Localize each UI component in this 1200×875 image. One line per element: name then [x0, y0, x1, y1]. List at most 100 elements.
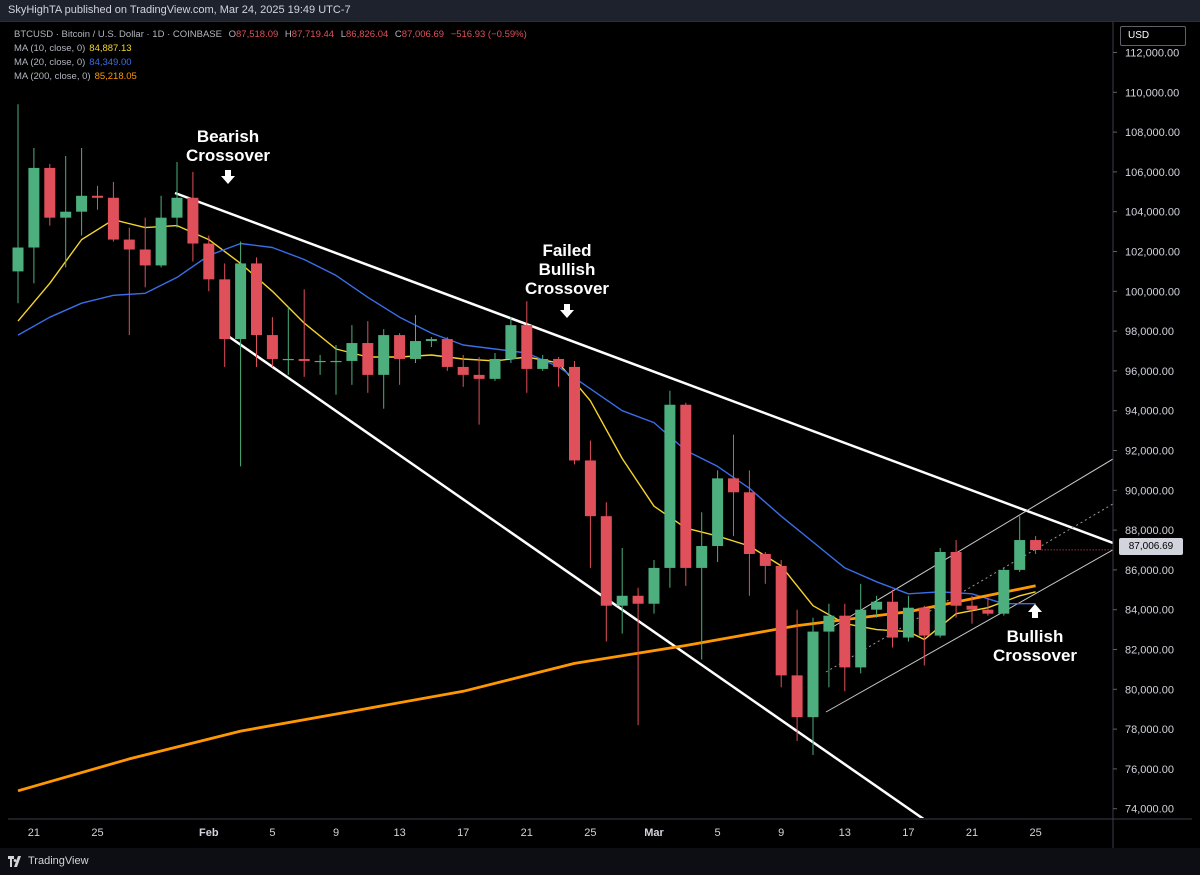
ma200-line — [17, 584, 1036, 793]
ma200-legend[interactable]: MA (200, close, 0) 85,218.05 — [14, 71, 141, 82]
bearish-crossover-label-line: Crossover — [186, 146, 270, 165]
candle-body — [584, 460, 596, 517]
candle — [728, 434, 739, 537]
candle — [282, 307, 294, 375]
candle — [696, 512, 708, 660]
candle-body — [616, 595, 628, 606]
candle — [887, 589, 898, 648]
candle — [902, 595, 914, 642]
candle — [266, 317, 278, 367]
currency-button[interactable]: USD — [1120, 26, 1186, 46]
ma20-label: MA (20, close, 0) — [14, 57, 86, 68]
brand-name: TradingView — [28, 855, 89, 867]
candle — [1014, 516, 1026, 572]
ma20-legend[interactable]: MA (20, close, 0) 84,349.00 — [14, 57, 136, 68]
candle — [28, 148, 40, 284]
candle-body — [553, 358, 565, 367]
candle-body — [457, 366, 469, 375]
candle — [346, 325, 358, 385]
candle — [775, 559, 787, 688]
candle-body — [44, 167, 56, 218]
candle-body — [12, 247, 24, 272]
close-label: C — [394, 29, 402, 40]
ma10-value: 84,887.13 — [89, 43, 132, 54]
open-label: O — [228, 29, 237, 40]
candle — [314, 354, 326, 375]
failed-bullish-crossover-label-line: Failed — [542, 241, 591, 260]
candle — [171, 161, 183, 228]
price-axis-label: 78,000.00 — [1125, 724, 1174, 736]
candle-body — [187, 197, 199, 244]
bearish-crossover-label: Bearish Crossover — [186, 127, 270, 165]
candle — [600, 502, 612, 642]
price-axis-label: 74,000.00 — [1125, 804, 1174, 816]
publisher-text: SkyHighTA published on TradingView.com, … — [8, 4, 351, 16]
symbol-legend[interactable]: BTCUSD · Bitcoin / U.S. Dollar · 1D · CO… — [14, 29, 531, 40]
candle — [950, 540, 962, 618]
candle-body — [28, 167, 40, 248]
candle — [473, 356, 485, 425]
candle-body — [441, 339, 453, 367]
time-axis-label: Mar — [644, 827, 664, 839]
candle-body — [998, 569, 1010, 614]
tradingview-logo-icon[interactable] — [8, 856, 24, 867]
low-value: 86,826.04 — [346, 29, 389, 40]
bearish-crossover-label-line: Bearish — [197, 127, 259, 146]
bullish-crossover-label-line: Bullish — [1007, 627, 1064, 646]
high-value: 87,719.44 — [291, 29, 335, 40]
candle-body — [266, 335, 278, 359]
candle — [76, 148, 88, 236]
candle — [251, 257, 262, 367]
candle-body — [696, 546, 708, 568]
candle-body — [489, 358, 501, 379]
candle-body — [107, 197, 119, 240]
candle-body — [219, 279, 231, 340]
candle-body — [712, 478, 724, 547]
price-axis-label: 92,000.00 — [1125, 446, 1174, 458]
open-value: 87,518.09 — [236, 29, 279, 40]
price-axis-label: 104,000.00 — [1125, 207, 1180, 219]
ma200-value: 85,218.05 — [94, 71, 137, 82]
ma10-legend[interactable]: MA (10, close, 0) 84,887.13 — [14, 43, 136, 54]
candle-body — [330, 360, 342, 363]
candle-body — [887, 601, 898, 638]
candle-body — [855, 609, 867, 668]
candle-body — [791, 675, 803, 718]
candle-body — [537, 358, 549, 369]
candle — [362, 321, 374, 393]
ma10-label: MA (10, close, 0) — [14, 43, 86, 54]
candle — [871, 595, 883, 618]
candle-body — [569, 366, 580, 461]
up-arrow-icon — [1028, 604, 1042, 618]
candle-body — [966, 605, 978, 610]
price-axis-label: 90,000.00 — [1125, 485, 1174, 497]
candle-body — [60, 211, 72, 218]
failed-bullish-crossover-label-line: Crossover — [525, 279, 609, 298]
price-axis-label: 80,000.00 — [1125, 684, 1174, 696]
candle-body — [807, 631, 819, 718]
candle-body — [92, 195, 103, 198]
candle-body — [823, 615, 835, 632]
candle-body — [1030, 540, 1042, 550]
bullish-crossover-label: Bullish Crossover — [993, 627, 1077, 665]
candle-body — [235, 263, 247, 340]
candle-body — [664, 404, 676, 568]
candle-body — [394, 335, 406, 359]
price-axis-label: 110,000.00 — [1125, 87, 1179, 99]
failed-bullish-crossover-label: Failed Bullish Crossover — [525, 241, 609, 298]
price-axis-label: 84,000.00 — [1125, 605, 1174, 617]
candle — [807, 617, 819, 755]
candle-body — [648, 567, 660, 604]
candle-body — [378, 335, 390, 375]
candle-body — [155, 217, 167, 266]
price-axis-label: 98,000.00 — [1125, 326, 1174, 338]
down-arrow-icon — [560, 304, 574, 318]
candle-body — [775, 565, 787, 676]
channel-lower-line — [825, 549, 1113, 713]
upper-trendline — [174, 191, 1113, 545]
time-axis-label: 17 — [902, 827, 914, 839]
price-axis-label: 102,000.00 — [1125, 247, 1180, 259]
time-axis-label: 25 — [1029, 827, 1041, 839]
candle — [235, 241, 247, 467]
